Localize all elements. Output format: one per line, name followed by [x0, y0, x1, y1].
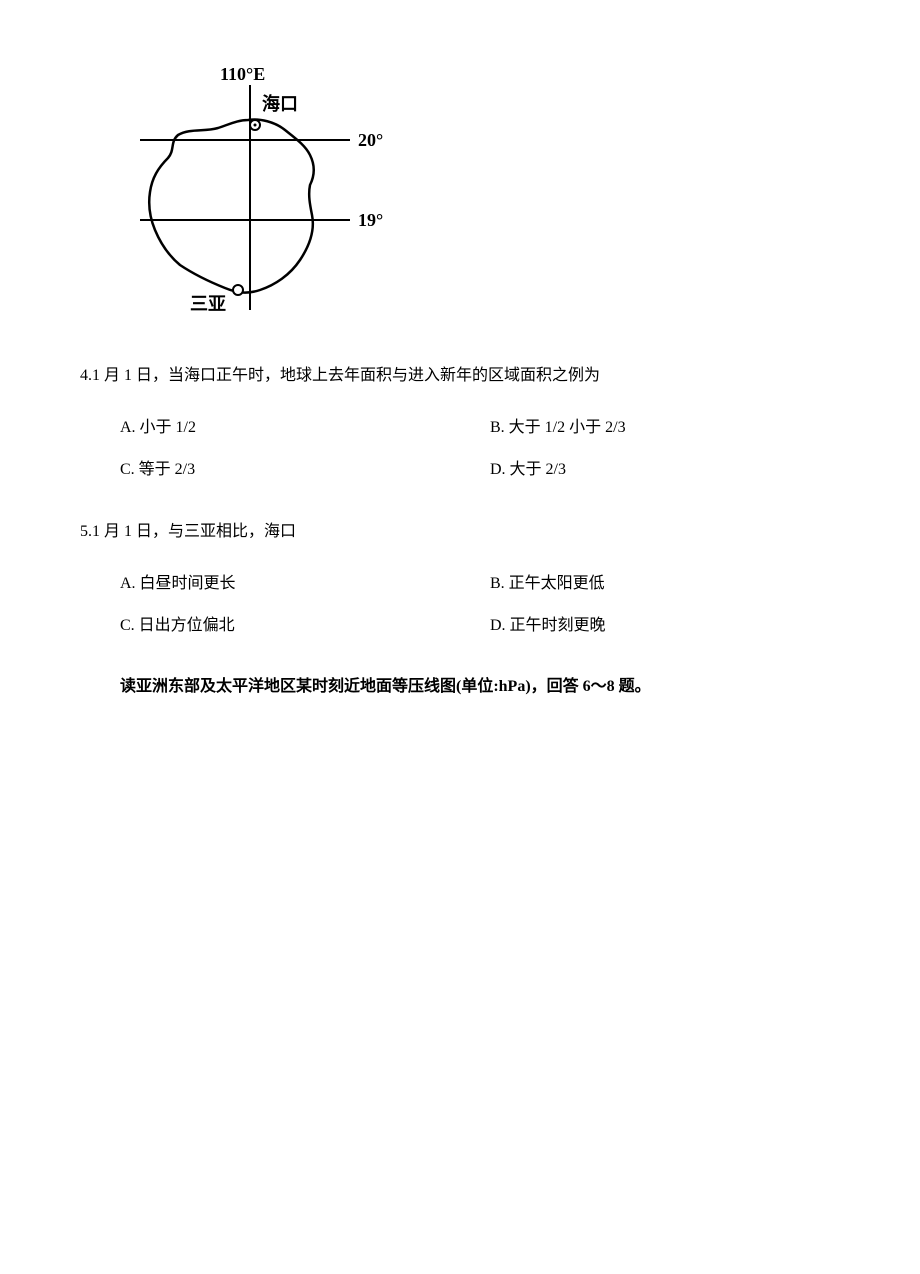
- question-4-options: A. 小于 1/2 B. 大于 1/2 小于 2/3 C. 等于 2/3 D. …: [80, 412, 840, 486]
- question-5: 5.1 月 1 日，与三亚相比，海口 A. 白昼时间更长 B. 正午太阳更低 C…: [80, 516, 840, 642]
- option-4a: A. 小于 1/2: [120, 412, 470, 444]
- longitude-label: 110°E: [220, 64, 265, 84]
- haikou-marker-dot: [254, 124, 257, 127]
- latitude-20-label: 20°: [358, 130, 383, 150]
- option-5a: A. 白昼时间更长: [120, 568, 470, 600]
- question-4: 4.1 月 1 日，当海口正午时，地球上去年面积与进入新年的区域面积之例为 A.…: [80, 360, 840, 486]
- option-4c: C. 等于 2/3: [120, 454, 470, 486]
- sanya-label: 三亚: [190, 294, 226, 314]
- instruction-6-8: 读亚洲东部及太平洋地区某时刻近地面等压线图(单位:hPa)，回答 6～8 题。: [80, 672, 840, 696]
- question-5-text: 5.1 月 1 日，与三亚相比，海口: [80, 516, 840, 548]
- option-5b: B. 正午太阳更低: [490, 568, 840, 600]
- haikou-label: 海口: [262, 93, 298, 114]
- latitude-19-label: 19°: [358, 210, 383, 230]
- option-4b: B. 大于 1/2 小于 2/3: [490, 412, 840, 444]
- island-outline: [149, 119, 314, 292]
- map-diagram: 110°E 20° 19° 海口 三亚: [120, 60, 400, 320]
- hainan-map-svg: 110°E 20° 19° 海口 三亚: [120, 60, 400, 320]
- option-4d: D. 大于 2/3: [490, 454, 840, 486]
- question-4-text: 4.1 月 1 日，当海口正午时，地球上去年面积与进入新年的区域面积之例为: [80, 360, 840, 392]
- option-5c: C. 日出方位偏北: [120, 610, 470, 642]
- sanya-marker: [233, 285, 243, 295]
- option-5d: D. 正午时刻更晚: [490, 610, 840, 642]
- question-5-options: A. 白昼时间更长 B. 正午太阳更低 C. 日出方位偏北 D. 正午时刻更晚: [80, 568, 840, 642]
